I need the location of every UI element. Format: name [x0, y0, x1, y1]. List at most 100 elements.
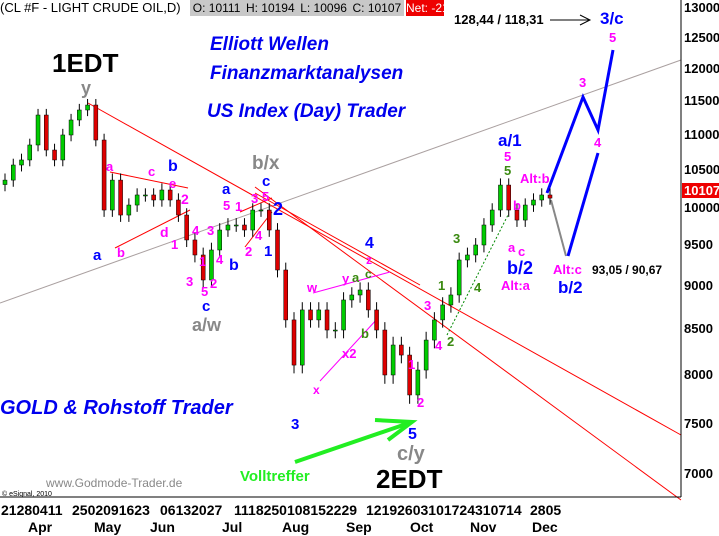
high-value: H: 10194 [245, 1, 295, 15]
green-support [446, 214, 509, 336]
candle-body [415, 369, 421, 396]
wave-label: a [93, 247, 102, 264]
wave-label: 2 [181, 191, 189, 207]
candle-body [522, 204, 528, 221]
wave-label: Alt:a [501, 278, 530, 293]
y-tick-label: 13000 [684, 0, 719, 15]
wave-label: c/y [397, 443, 425, 465]
gold-trader-label: GOLD & Rohstoff Trader [0, 397, 233, 419]
wave-label: 1 [438, 278, 446, 293]
y-tick-label: 11000 [684, 127, 719, 142]
candle-body [456, 259, 462, 296]
candle-body [374, 309, 379, 331]
candle-body [382, 329, 388, 376]
wave-label: c [148, 164, 156, 179]
wave-label: b/2 [507, 258, 534, 278]
wave-label: c [262, 173, 271, 190]
x-day-ticks-1: 21280411 [1, 502, 63, 518]
x-month-label: Dec [532, 519, 558, 535]
candle-body [151, 194, 156, 201]
candle-body [547, 194, 553, 199]
volltreffer-arrow [294, 420, 413, 464]
x-day-ticks-3: 06132027 [160, 502, 223, 518]
wedge-upper [239, 197, 273, 213]
wave-label: a [106, 159, 114, 174]
candle-body [465, 254, 470, 261]
volltreffer-arrow-head [374, 418, 418, 442]
candle-body [233, 224, 239, 227]
wave-label: 5 [504, 163, 512, 178]
candle-body [489, 209, 495, 226]
wave-label: 3 [424, 298, 432, 313]
candle-body [134, 194, 140, 206]
candle-body [52, 149, 57, 161]
wave-label: c [518, 244, 526, 259]
candle-body [110, 179, 115, 211]
y-tick-label: 12000 [684, 61, 719, 76]
wave-label: a [352, 270, 360, 285]
wave-label: b/x [252, 153, 280, 174]
candle-body [143, 194, 148, 197]
candle-body [266, 209, 272, 231]
candle-body [473, 244, 478, 256]
net-change: Net: -21 [406, 0, 444, 16]
copyright: © eSignal, 2010 [2, 491, 52, 498]
y-tick-label: 8500 [684, 321, 713, 336]
y-tick-label: 7000 [684, 466, 713, 481]
wave-label: 1 [264, 243, 273, 260]
candle-body [60, 134, 66, 161]
candle-body [366, 289, 371, 311]
last-price-label: 10107 [682, 183, 719, 198]
wave-label: 2 [245, 244, 253, 259]
wave-label: 1 [171, 237, 179, 252]
candle-body [283, 269, 289, 321]
wave-label: 3 [453, 231, 461, 246]
candle-body [19, 159, 24, 166]
candle-body [481, 224, 487, 246]
wave-label: a/w [192, 315, 222, 335]
wz-line [312, 271, 391, 294]
candle-body [126, 204, 132, 216]
wave-label: 2 [273, 199, 284, 219]
x-month-label: Sep [346, 519, 372, 535]
candle-body [27, 144, 33, 161]
wave-label: 2EDT [376, 464, 443, 494]
red-trendline-2 [254, 186, 682, 501]
title-line3: US Index (Day) Trader [207, 101, 406, 122]
target-bottom: 93,05 / 90,67 [592, 263, 663, 277]
wave-label: 5 [262, 189, 270, 204]
wave-label: Alt:c [553, 262, 582, 277]
y-tick-label: 10000 [684, 200, 719, 215]
candle-body [11, 164, 16, 181]
website-label: www.Godmode-Trader.de [46, 476, 183, 490]
projection-main [545, 49, 615, 194]
wave-label: 1EDT [52, 48, 119, 78]
wave-label: a/1 [498, 131, 522, 150]
wave-label: 4 [365, 235, 374, 252]
close-value: C: 10107 [352, 1, 402, 15]
wave-label: Alt:b [520, 171, 550, 186]
projection-alt-up [566, 152, 600, 257]
wave-label: a [508, 240, 516, 255]
title-line2: Finanzmarktanalysen [210, 63, 404, 84]
candle-body [514, 209, 520, 221]
wave-label: 5 [504, 149, 512, 164]
wave-label: e [169, 176, 177, 191]
candle-body [167, 189, 173, 201]
projection-alt-down [550, 199, 567, 257]
candles [2, 98, 553, 404]
candle-body [176, 199, 181, 216]
candle-body [448, 294, 454, 306]
candle-body [539, 194, 544, 201]
target-arrow-head [579, 14, 592, 26]
y-tick-label: 12500 [684, 30, 719, 45]
wave-label: y [81, 78, 92, 98]
wave-label: 3 [291, 416, 300, 433]
x-day-ticks-2: 2502091623 [72, 502, 150, 518]
candle-body [407, 354, 412, 396]
open-value: O: 10111 [192, 1, 241, 15]
ohlc-box: O: 10111 H: 10194 L: 10096 C: 10107 [190, 0, 404, 16]
wave-label: c [202, 298, 211, 315]
wave-label: b [229, 257, 239, 274]
